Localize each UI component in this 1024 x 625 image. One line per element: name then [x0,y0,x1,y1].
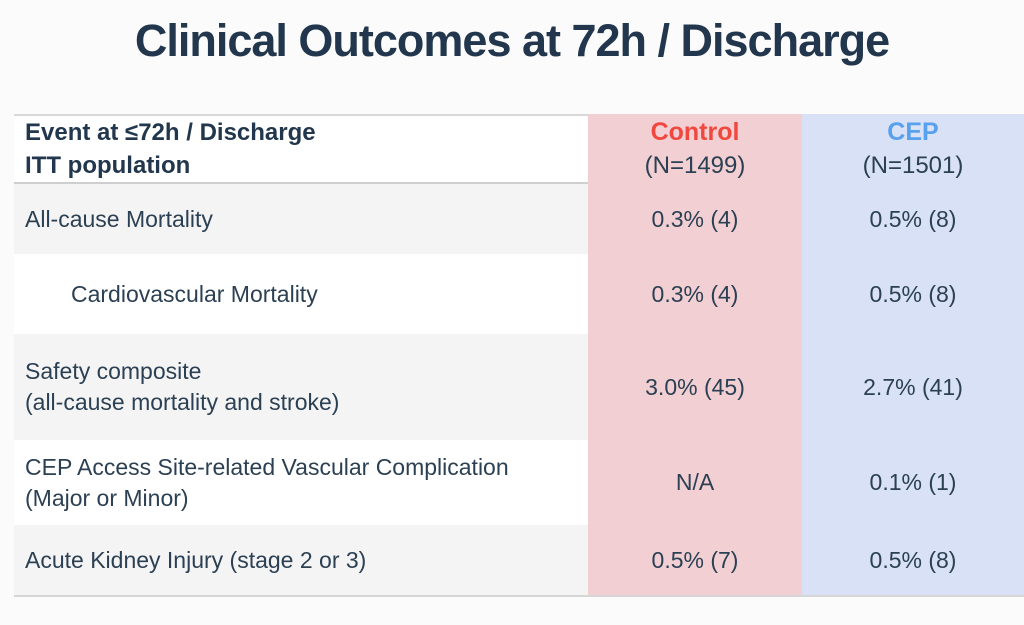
page-title: Clinical Outcomes at 72h / Discharge [134,15,890,66]
row-label: Acute Kidney Injury (stage 2 or 3) [14,525,588,595]
cep-column-title: CEP [887,118,939,146]
control-column-title: Control [650,118,740,146]
cep-value-cell: 0.1% (1) [802,440,1024,525]
event-column-header: Event at ≤72h / Discharge ITT population [14,114,588,184]
control-value-cell: 0.3% (4) [588,254,802,334]
table-header-row: Event at ≤72h / Discharge ITT population… [14,114,1024,184]
outcomes-table: Event at ≤72h / Discharge ITT population… [14,114,1024,597]
cep-value-cell: 0.5% (8) [802,184,1024,254]
table-row-all-cause-mortality: All-cause Mortality 0.3% (4) 0.5% (8) [14,184,1024,254]
cep-value-cell: 2.7% (41) [802,334,1024,440]
table-row-cep-access-vascular-complication: CEP Access Site-related Vascular Complic… [14,440,1024,525]
control-column-n: (N=1499) [644,152,746,179]
control-column-header: Control (N=1499) [588,114,802,184]
table-row-safety-composite: Safety composite (all-cause mortality an… [14,334,1024,440]
cep-column-header: CEP (N=1501) [802,114,1024,184]
table-row-cardiovascular-mortality: Cardiovascular Mortality 0.3% (4) 0.5% (… [14,254,1024,334]
cep-value-cell: 0.5% (8) [802,254,1024,334]
cep-value-cell: 0.5% (8) [802,525,1024,595]
row-label: Safety composite (all-cause mortality an… [14,334,588,440]
row-label: All-cause Mortality [14,184,588,254]
cep-column-n: (N=1501) [862,152,964,179]
control-value-cell: 0.5% (7) [588,525,802,595]
event-header-line1: Event at ≤72h / Discharge [25,119,316,146]
table-row-acute-kidney-injury: Acute Kidney Injury (stage 2 or 3) 0.5% … [14,525,1024,595]
control-value-cell: 3.0% (45) [588,334,802,440]
row-label: CEP Access Site-related Vascular Complic… [14,440,588,525]
control-value-cell: 0.3% (4) [588,184,802,254]
row-label: Cardiovascular Mortality [14,254,588,334]
event-header-line2: ITT population [25,152,191,179]
control-value-cell: N/A [588,440,802,525]
